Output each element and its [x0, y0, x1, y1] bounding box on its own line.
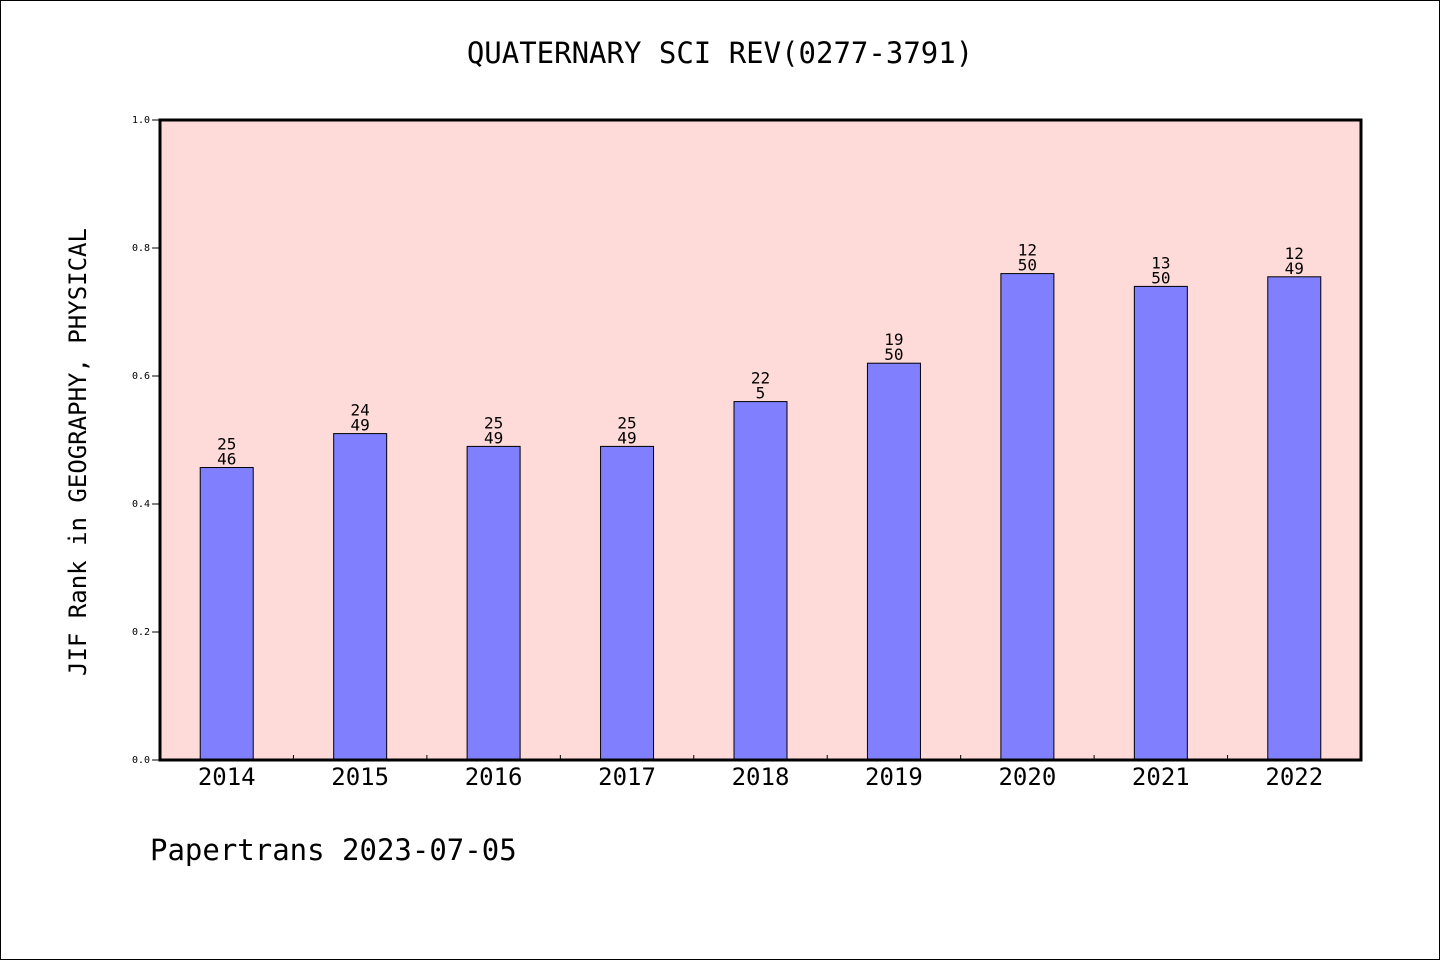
x-tick-label: 2018: [732, 763, 790, 791]
y-tick-label: 0.2: [132, 627, 150, 638]
bar-total-label: 49: [617, 428, 636, 447]
bar-rank-label: 24: [351, 401, 370, 420]
x-tick-label: 2019: [865, 763, 923, 791]
bar-total-label: 50: [1151, 268, 1170, 287]
bar: [1267, 276, 1322, 761]
bar: [333, 433, 388, 761]
bar-rank-label: 19: [884, 330, 903, 349]
bar: [1133, 285, 1188, 761]
bar: [466, 445, 521, 761]
bar-rank-label: 12: [1285, 244, 1304, 263]
bar: [1000, 273, 1055, 761]
footer-credit: Papertrans 2023-07-05: [150, 833, 517, 867]
x-tick-label: 2022: [1265, 763, 1323, 791]
bar-total-label: 46: [217, 450, 236, 469]
x-tick-label: 2017: [598, 763, 656, 791]
y-tick-label: 0.8: [132, 243, 150, 254]
bar-rank-label: 13: [1151, 253, 1170, 272]
bar-total-label: 50: [884, 345, 903, 364]
y-tick-label: 0.4: [132, 499, 150, 510]
bar-total-label: 5: [756, 384, 766, 403]
bar-rank-label: 25: [217, 435, 236, 454]
y-tick-label: 1.0: [132, 115, 150, 126]
x-tick-label: 2014: [198, 763, 256, 791]
bar: [733, 401, 788, 761]
plot-border: [158, 118, 1363, 762]
bar: [199, 467, 254, 761]
bar-total-label: 50: [1018, 256, 1037, 275]
y-tick-label: 0.0: [132, 755, 150, 766]
bar-rank-label: 25: [484, 413, 503, 432]
bar-rank-label: 22: [751, 369, 770, 388]
bar-total-label: 49: [351, 416, 370, 435]
bar: [600, 445, 655, 761]
x-tick-label: 2016: [465, 763, 523, 791]
bar-rank-label: 25: [617, 413, 636, 432]
x-tick-label: 2020: [998, 763, 1056, 791]
x-tick-label: 2015: [331, 763, 389, 791]
bar-rank-label: 12: [1018, 241, 1037, 260]
bar: [866, 362, 921, 761]
bar-total-label: 49: [1285, 259, 1304, 278]
x-tick-label: 2021: [1132, 763, 1190, 791]
y-tick-label: 0.6: [132, 371, 150, 382]
chart-title: QUATERNARY SCI REV(0277-3791): [466, 36, 974, 70]
bar-total-label: 49: [484, 428, 503, 447]
